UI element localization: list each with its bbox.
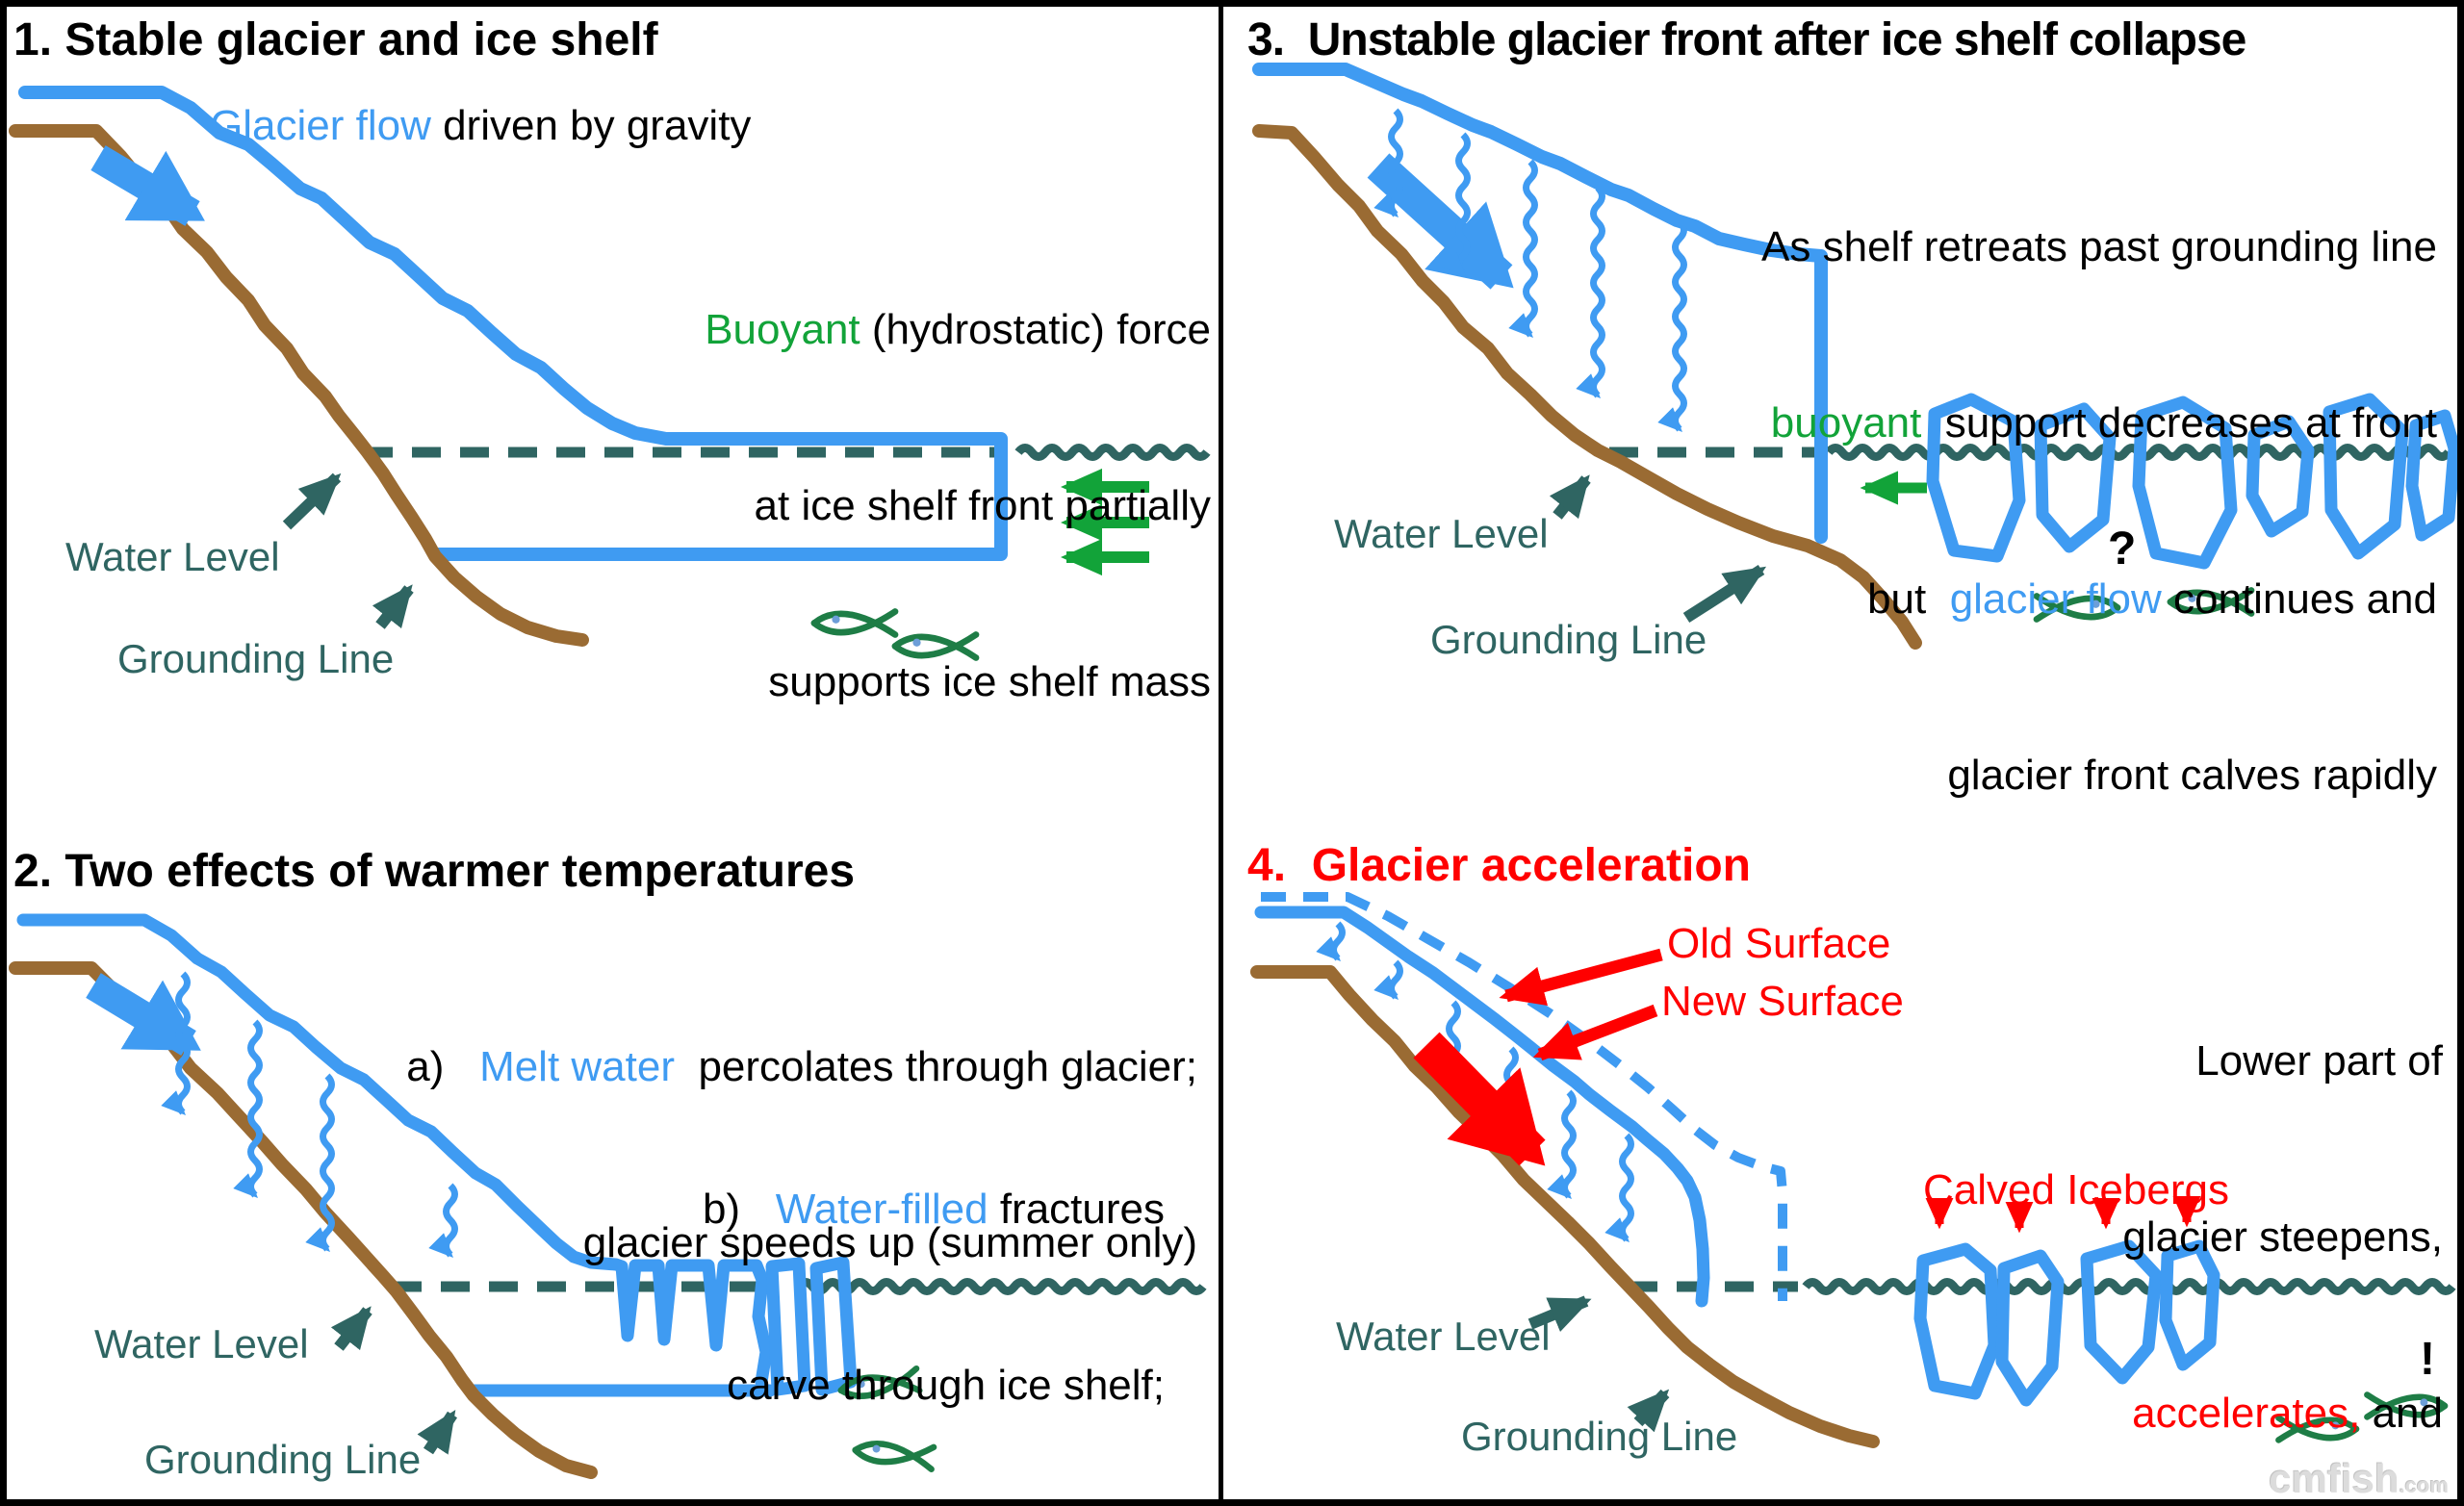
exclamation-mark: ! <box>2420 1334 2435 1385</box>
item-a-rest: percolates through glacier; <box>675 1043 1197 1090</box>
glacier-flow-text: glacier flow <box>1949 575 2162 623</box>
buoyant-rest: (hydrostatic) force <box>860 306 1211 353</box>
glacier-front-outline <box>1252 63 1828 544</box>
glacier-flow-text: Glacier flow <box>210 102 431 149</box>
item-b-prefix: b) <box>702 1186 776 1233</box>
item-b-line2: carve through ice shelf; <box>727 1362 1165 1409</box>
panel1-buoyant-note: Buoyant (hydrostatic) force at ice shelf… <box>705 183 1211 770</box>
water-level-pointer-arrow <box>282 472 342 530</box>
buoyant-text: Buoyant <box>705 306 860 353</box>
panel1-title: 1. Stable glacier and ice shelf <box>13 14 658 65</box>
water-level-label: Water Level <box>94 1321 309 1366</box>
buoyant-line2: at ice shelf front partially <box>754 482 1211 529</box>
item-b-rest: fractures <box>988 1186 1165 1233</box>
old-surface-pointer-arrow <box>1499 948 1663 1007</box>
old-surface-label: Old Surface <box>1667 920 1891 967</box>
note-line3-pre: but <box>1867 575 1950 623</box>
watermark-name: cmfish <box>2269 1456 2400 1501</box>
panel2-item-a: a) Melt water percolates through glacier… <box>406 920 1197 1331</box>
calved-icebergs <box>1913 1239 2220 1407</box>
bedrock-line <box>1250 965 1880 1448</box>
grounding-line-label: Grounding Line <box>1461 1414 1738 1459</box>
buoyant-text: buoyant <box>1770 399 1922 447</box>
calved-iceberg-pointer-arrows <box>1925 1196 2201 1234</box>
glacier-ice-shelf-outline <box>18 86 1008 561</box>
acceleration-arrow <box>1413 1032 1546 1166</box>
panel3-title: 3. Unstable glacier front after ice shel… <box>1247 14 2246 65</box>
item-a-line2: glacier speeds up (summer only) <box>582 1219 1197 1266</box>
melt-water-text: Melt water <box>479 1043 676 1090</box>
note-line1: As shelf retreats past grounding line <box>1761 223 2437 270</box>
grounding-line-pointer-arrow <box>417 1409 458 1455</box>
panel4-title: 4. Glacier acceleration <box>1247 840 1751 891</box>
bedrock-line <box>1252 124 1922 650</box>
icebergs <box>1926 393 2461 570</box>
melt-water-arrows <box>1373 108 1687 432</box>
buoyant-line3: supports ice shelf mass <box>768 658 1211 705</box>
panel1-caption: Glacier flow driven by gravity <box>210 96 751 155</box>
calved-icebergs-label: Calved Icebergs <box>1923 1166 2229 1213</box>
water-level-label: Water Level <box>1334 511 1549 556</box>
accelerates-text: accelerates, <box>2132 1390 2361 1437</box>
note-line3-rest: continues and <box>2161 575 2437 623</box>
old-surface-dashed-outline <box>1261 892 1787 1301</box>
note-line4: glacier front calves rapidly <box>1947 752 2437 799</box>
grounding-line-pointer-arrow <box>1627 1389 1670 1433</box>
note-line2-rest: support decreases at front <box>1921 399 2437 447</box>
buoyant-force-arrows <box>1060 468 1149 576</box>
water-level-pointer-arrow <box>330 1306 372 1351</box>
panel3-note: As shelf retreats past grounding line bu… <box>1761 100 2437 863</box>
panel1-drawing <box>9 86 1211 658</box>
question-mark: ? <box>2108 523 2137 574</box>
watermark: cmfish.com <box>2269 1456 2449 1502</box>
note-line3-rest: and <box>2360 1390 2443 1437</box>
grounding-line-pointer-arrow <box>1682 564 1767 624</box>
panel4-drawing <box>1250 892 2456 1448</box>
new-surface-pointer-arrow <box>1532 1004 1658 1061</box>
panel2-title: 2. Two effects of warmer temperatures <box>13 846 856 897</box>
water-level-label: Water Level <box>65 534 280 579</box>
grounding-line-label: Grounding Line <box>117 636 395 681</box>
water-filled-text: Water-filled <box>775 1186 988 1233</box>
new-surface-outline <box>1254 906 1710 1308</box>
watermark-tld: .com <box>2399 1473 2449 1497</box>
panel3-drawing <box>1252 63 2461 650</box>
panel4-note: Lower part of glacier steepens, accelera… <box>2122 914 2443 1506</box>
melt-water-arrows <box>161 971 458 1258</box>
grounding-line-label: Grounding Line <box>144 1437 422 1482</box>
caption-rest: driven by gravity <box>430 102 752 149</box>
panel2-drawing <box>9 913 1207 1479</box>
detached-slab <box>765 1257 811 1396</box>
water-surface-wave <box>795 1278 1207 1295</box>
grounding-line-label: Grounding Line <box>1430 617 1707 662</box>
glacier-flow-arrow <box>86 973 201 1056</box>
glacier-fractured-shelf-outline <box>16 913 773 1389</box>
glacier-flow-arrow <box>90 145 205 226</box>
note-line1: Lower part of <box>2195 1037 2443 1085</box>
grounding-line-pointer-arrow <box>372 584 414 629</box>
item-a-prefix: a) <box>406 1043 480 1090</box>
water-level-pointer-arrow <box>1527 1295 1592 1332</box>
water-surface-wave <box>1014 444 1211 461</box>
water-level-label: Water Level <box>1336 1314 1551 1359</box>
new-surface-label: New Surface <box>1661 978 1904 1025</box>
panel-divider <box>1219 0 1223 1506</box>
panel2-item-b: b) Water-filled fractures carve through … <box>703 1062 1165 1506</box>
water-surface-wave <box>1802 1278 2456 1295</box>
water-level-pointer-arrow <box>1549 474 1591 520</box>
